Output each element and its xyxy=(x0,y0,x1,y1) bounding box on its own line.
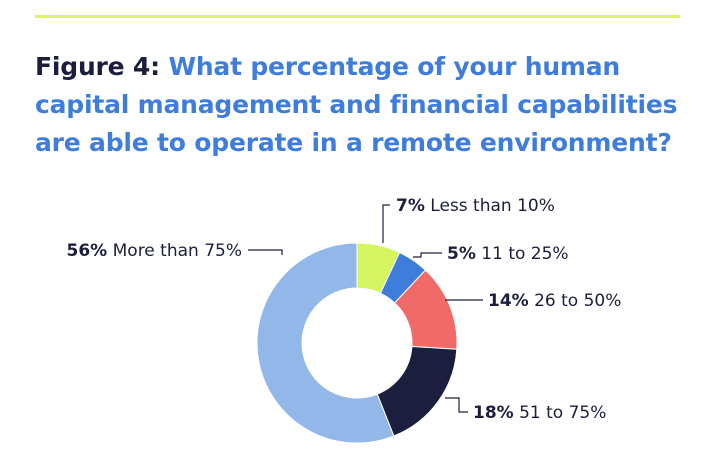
slice-51-to-75 xyxy=(376,345,458,437)
slice-percent: 7% xyxy=(396,196,425,216)
slice-category: 26 to 50% xyxy=(529,291,622,311)
leader-line-more-than-75 xyxy=(248,249,283,255)
slice-category: Less than 10% xyxy=(425,196,555,216)
slice-label-less-than-10: 7% Less than 10% xyxy=(396,196,555,216)
slice-label-more-than-75: 56% More than 75% xyxy=(67,241,242,261)
slice-category: More than 75% xyxy=(107,241,242,261)
slice-more-than-75 xyxy=(256,242,395,444)
leader-lines xyxy=(248,204,483,413)
figure-label: Figure 4: xyxy=(35,52,160,81)
slice-percent: 18% xyxy=(473,403,514,423)
slice-label-51-to-75: 18% 51 to 75% xyxy=(473,403,606,423)
donut-slices xyxy=(256,242,458,444)
slice-percent: 56% xyxy=(67,241,108,261)
slice-percent: 14% xyxy=(488,291,529,311)
leader-line-less-than-10 xyxy=(382,204,390,243)
slice-category: 11 to 25% xyxy=(476,244,569,264)
leader-line-11-to-25 xyxy=(413,252,442,258)
slice-percent: 5% xyxy=(447,244,476,264)
top-accent-rule xyxy=(35,15,680,18)
figure-title: Figure 4: What percentage of your human … xyxy=(35,48,695,162)
slice-label-26-to-50: 14% 26 to 50% xyxy=(488,291,621,311)
slice-category: 51 to 75% xyxy=(514,403,607,423)
leader-line-51-to-75 xyxy=(445,397,468,413)
slice-labels: 7% Less than 10% 5% 11 to 25% 14% 26 to 50… xyxy=(67,196,622,423)
slice-label-11-to-25: 5% 11 to 25% xyxy=(447,244,569,264)
figure-question: What percentage of your human capital ma… xyxy=(35,52,678,157)
